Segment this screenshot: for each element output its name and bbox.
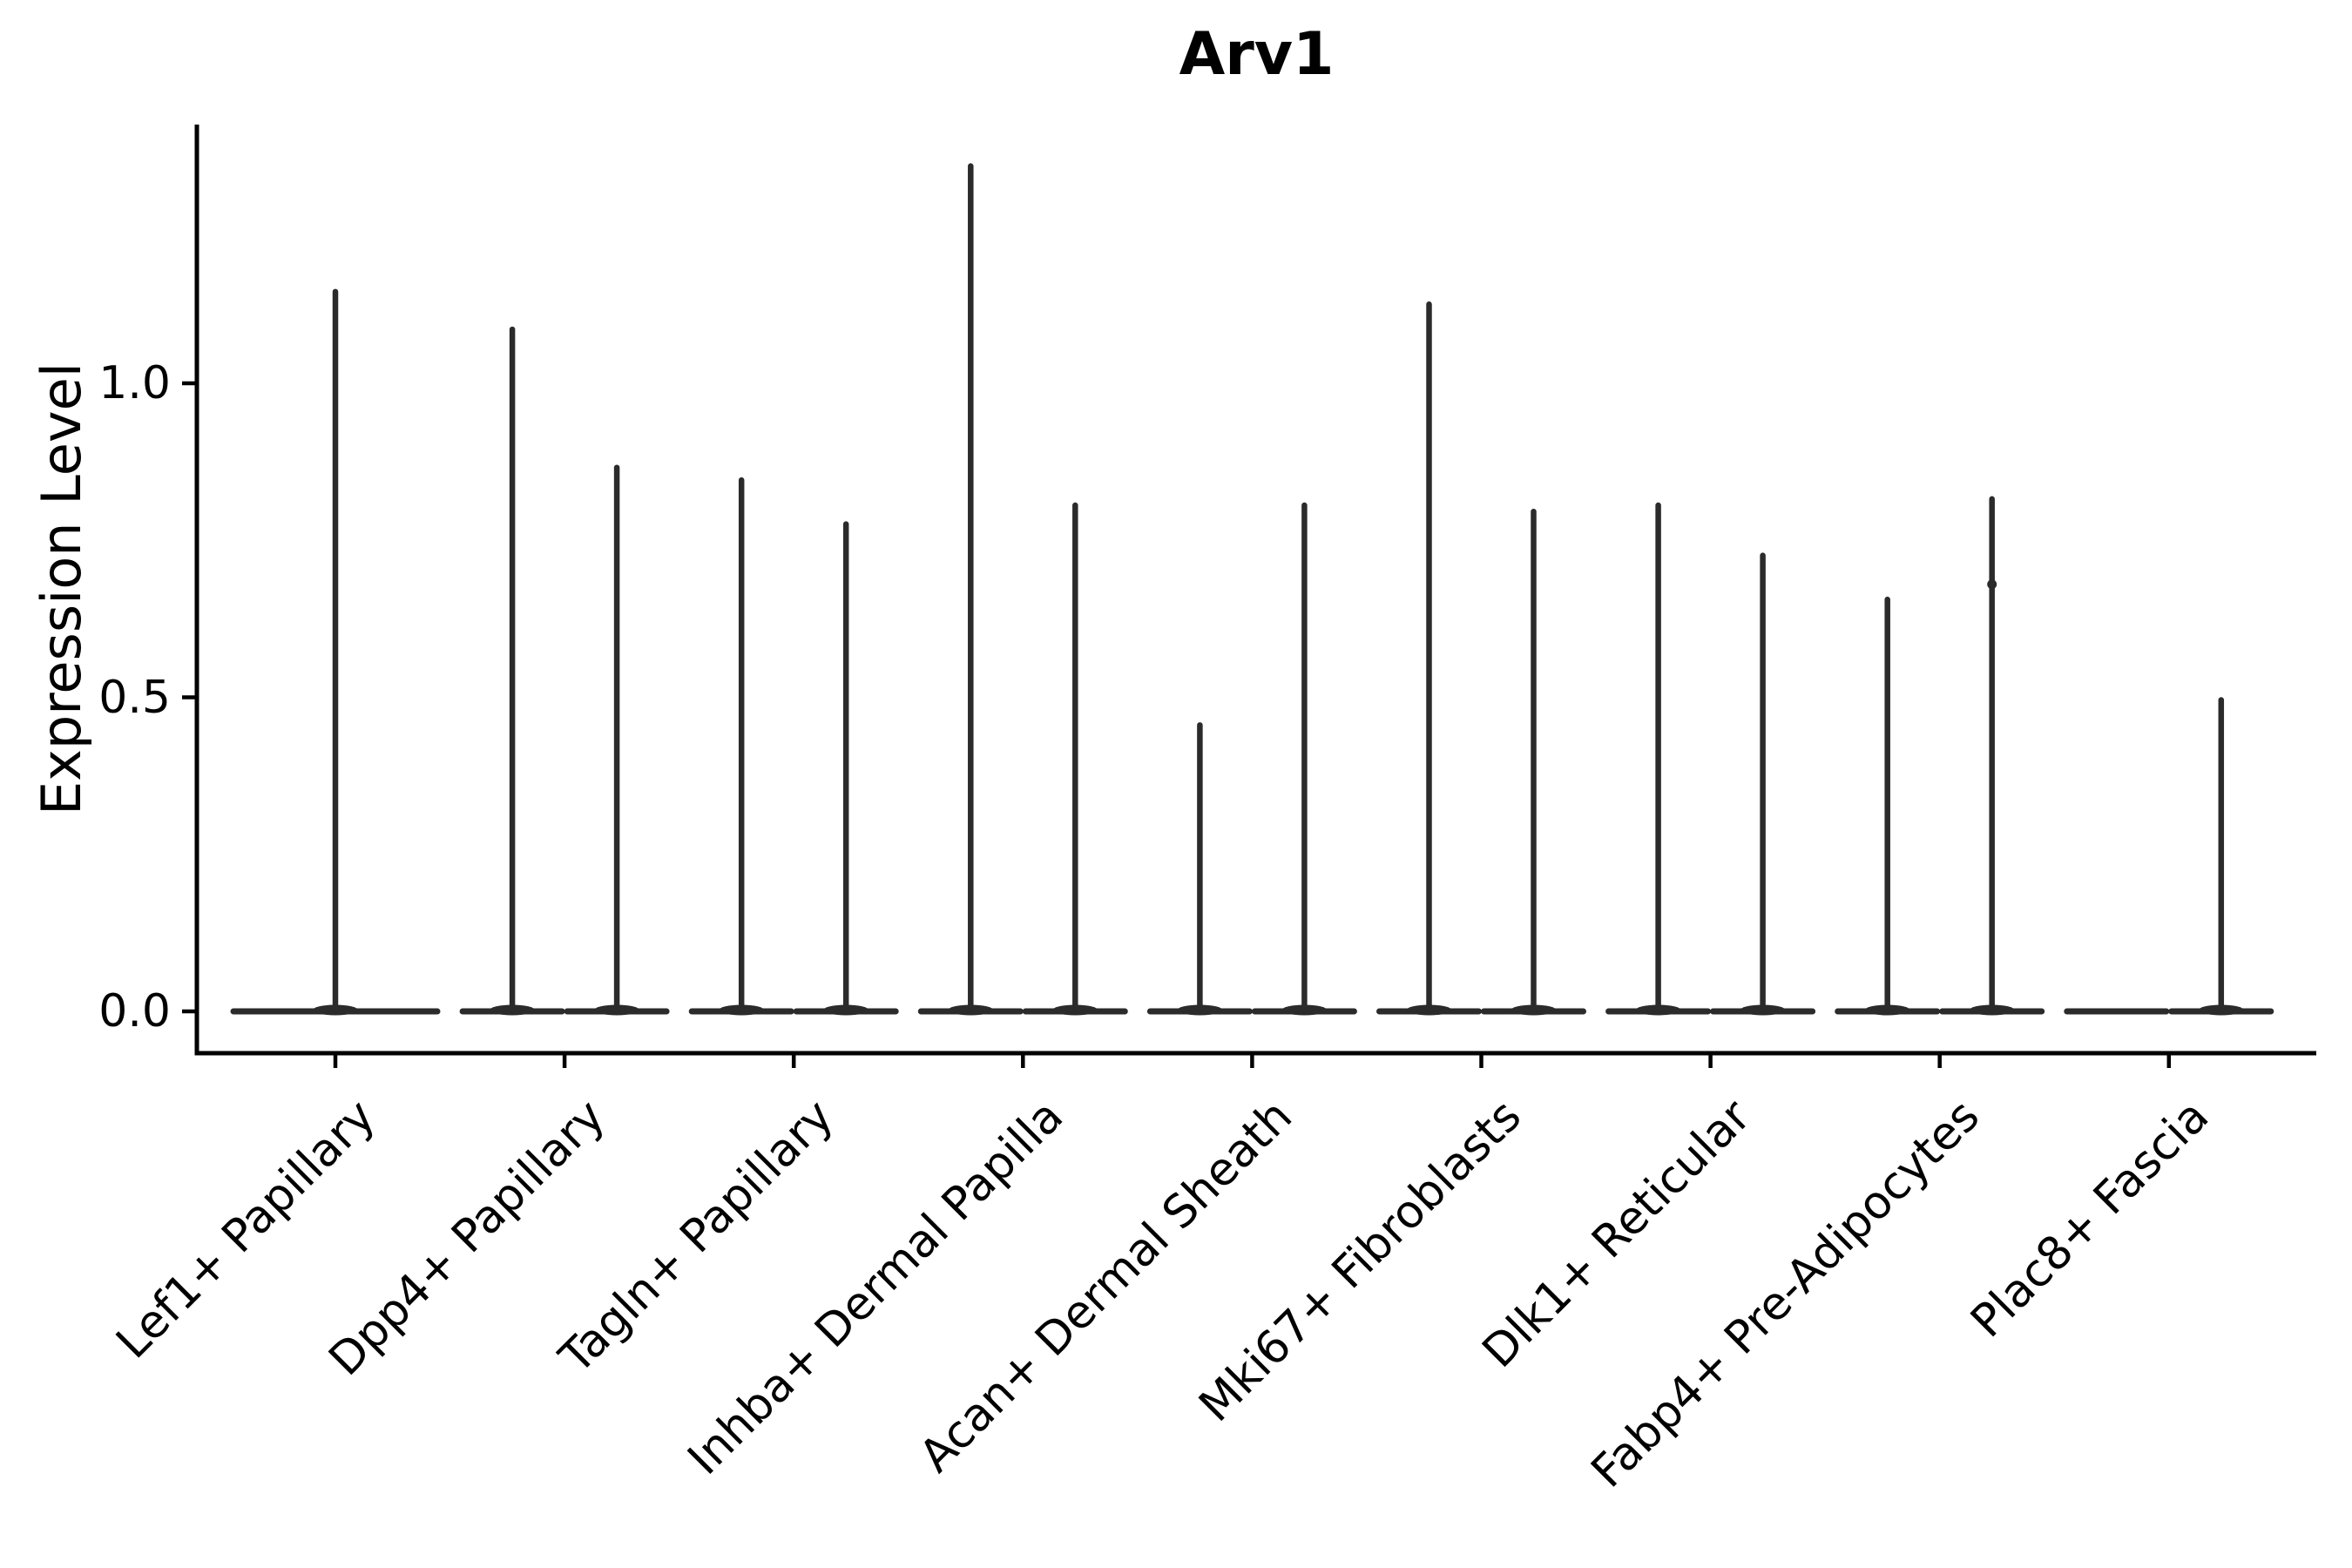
- plot-title: Arv1: [1179, 20, 1335, 89]
- y-tick-label: 0.0: [98, 985, 171, 1037]
- y-tick-label: 1.0: [98, 357, 171, 409]
- y-tick-label: 0.5: [98, 671, 171, 724]
- cell-point: [1987, 579, 1997, 590]
